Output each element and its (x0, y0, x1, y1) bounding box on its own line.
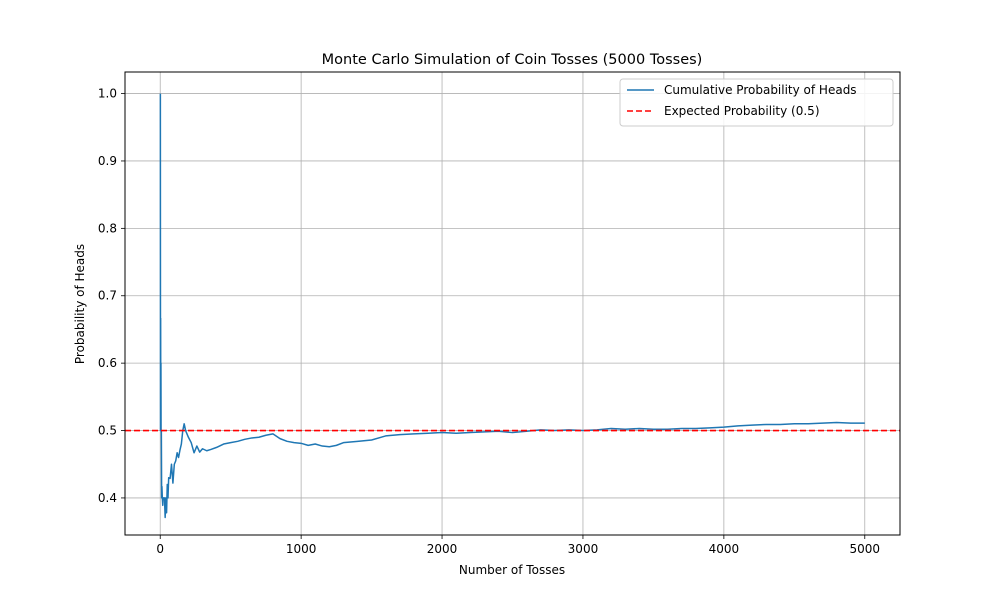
x-tick-label: 0 (156, 542, 164, 556)
x-tick-label: 2000 (427, 542, 458, 556)
series-line-cumulative-probability (159, 93, 865, 519)
legend-box (619, 78, 894, 127)
legend-label-cumulative: Cumulative Probability of Heads (664, 83, 857, 97)
y-tick-label: 0.7 (98, 289, 117, 303)
y-tick-label: 0.8 (98, 221, 117, 235)
y-tick-label: 0.9 (98, 154, 117, 168)
y-tick-label: 0.5 (98, 424, 117, 438)
axes-frame (124, 71, 901, 536)
y-tick-label: 0.6 (98, 356, 117, 370)
y-tick-label: 0.4 (98, 491, 117, 505)
x-tick-label: 5000 (849, 542, 880, 556)
y-tick-label: 1.0 (98, 87, 117, 101)
plot-area (125, 93, 900, 519)
legend-label-expected: Expected Probability (0.5) (664, 104, 820, 118)
y-axis-ticks: 0.4 0.5 0.6 0.7 0.8 0.9 1.0 (98, 87, 125, 505)
x-tick-label: 4000 (709, 542, 740, 556)
legend: Cumulative Probability of Heads Expected… (619, 78, 894, 127)
y-axis-label: Probability of Heads (73, 244, 87, 364)
chart-title: Monte Carlo Simulation of Coin Tosses (5… (322, 52, 703, 68)
x-axis-ticks: 0 1000 2000 3000 4000 5000 (156, 535, 880, 556)
x-axis-label: Number of Tosses (459, 563, 565, 577)
x-tick-label: 1000 (286, 542, 317, 556)
x-tick-label: 3000 (568, 542, 599, 556)
